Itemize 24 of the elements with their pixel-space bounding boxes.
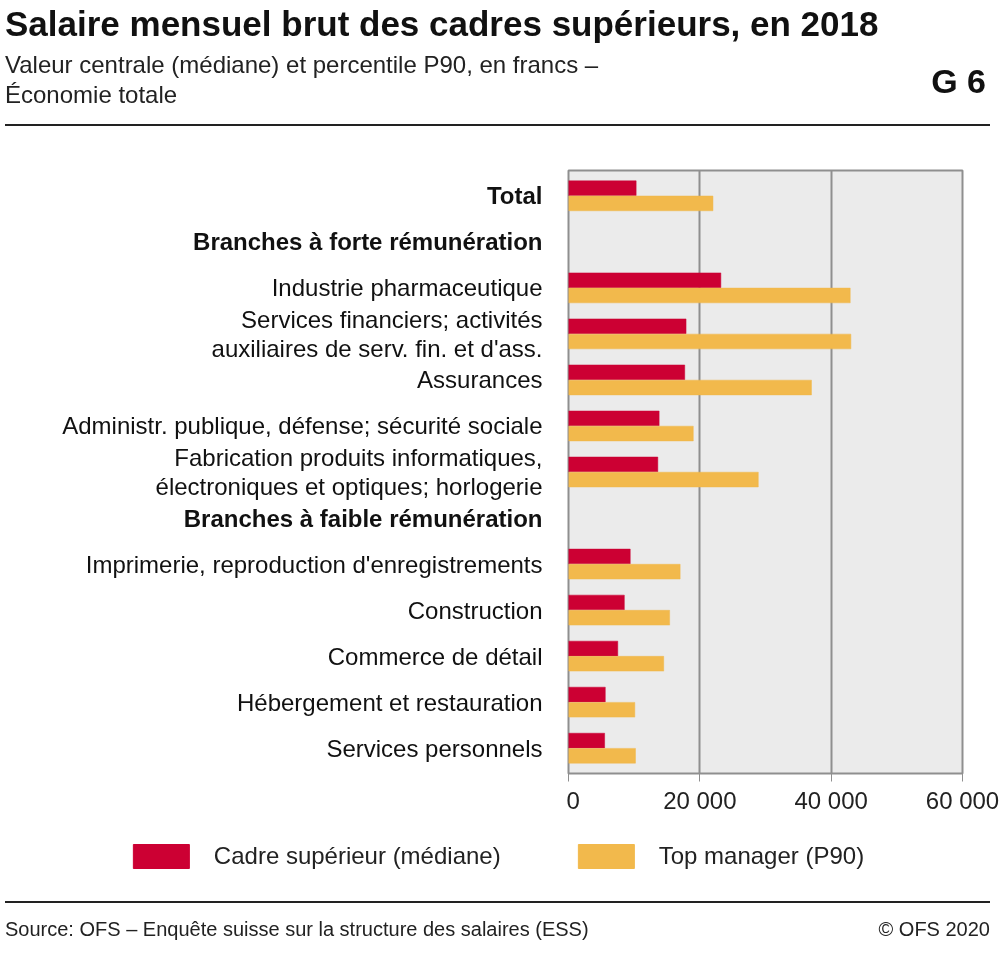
text: Valeur centrale (médiane) et percentile P90, en francs – Économie totale xyxy=(5,50,599,108)
x-tick-label: 60 000 xyxy=(925,786,1000,814)
legend-label: Top manager (P90) xyxy=(658,842,865,870)
legend-label: Cadre supérieur (médiane) xyxy=(213,842,501,870)
x-tick-label: 0 xyxy=(566,786,580,814)
y-tick-label: Administr. publique, défense; sécurité sociale xyxy=(62,412,543,440)
y-tick-label: Branches à faible rémunération xyxy=(183,504,543,532)
source-note: Source: OFS – Enquête suisse sur la structure des salaires (ESS) xyxy=(5,917,589,942)
chart-title: Salaire mensuel brut des cadres supérieurs, en 2018 xyxy=(5,4,880,44)
y-tick-label: Fabrication produits informatiques, électroniques et optiques; horlogerie xyxy=(155,444,543,500)
y-tick-label: Construction xyxy=(407,596,543,624)
text: © OFS 2020 xyxy=(878,917,990,942)
y-tick-label: Commerce de détail xyxy=(327,642,543,670)
text: G 6 xyxy=(931,60,986,102)
y-tick-label: Assurances xyxy=(417,366,543,394)
y-tick-label: Services financiers; activités auxiliaires de serv. fin. et d'ass. xyxy=(211,306,543,362)
y-tick-label: Services personnels xyxy=(326,734,543,762)
x-tick-label: 20 000 xyxy=(663,786,737,814)
y-tick-label: Total xyxy=(486,182,543,210)
y-tick-label: Hébergement et restauration xyxy=(236,688,543,716)
y-tick-label: Branches à forte rémunération xyxy=(193,228,543,256)
y-tick-label: Imprimerie, reproduction d'enregistrements xyxy=(85,550,543,578)
y-tick-label: Industrie pharmaceutique xyxy=(271,274,543,302)
x-tick-label: 40 000 xyxy=(794,786,868,814)
